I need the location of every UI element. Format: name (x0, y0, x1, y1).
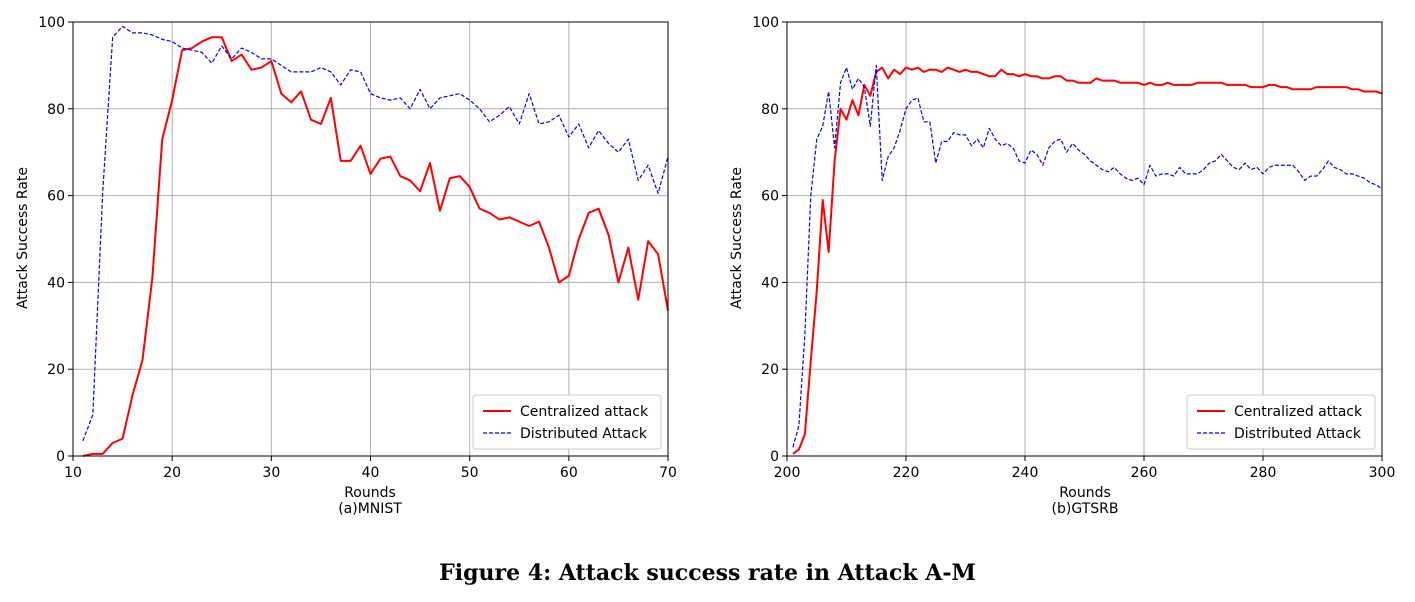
chart-mnist-subtitle: (a)MNIST (338, 501, 402, 517)
y-tick-label: 40 (761, 275, 779, 291)
legend: Centralized attack Distributed Attack (1186, 394, 1376, 450)
x-tick-label: 40 (362, 465, 380, 481)
x-tick-label: 50 (461, 465, 479, 481)
y-tick-label: 60 (761, 189, 779, 205)
y-tick-label: 100 (38, 15, 65, 31)
y-tick-label: 100 (752, 15, 779, 31)
series-line-centralized (82, 36, 669, 457)
chart-mnist: Rounds (a)MNIST Attack Success Rate 10 20… (15, 15, 677, 517)
legend-label-distributed: Distributed Attack (1234, 426, 1362, 442)
figure-caption: Figure 4: Attack success rate in Attack … (439, 560, 976, 586)
y-tick-label: 60 (47, 189, 65, 205)
chart-mnist-xlabel: Rounds (344, 485, 396, 501)
legend-label-distributed: Distributed Attack (520, 426, 648, 442)
legend-box (1186, 394, 1376, 450)
series-line-distributed (82, 25, 669, 442)
chart-gtsrb-ylabel: Attack Success Rate (729, 167, 745, 309)
y-tick-label: 80 (761, 102, 779, 118)
x-tick-label: 300 (1369, 465, 1396, 481)
x-tick-label: 30 (262, 465, 280, 481)
figure-canvas: Rounds (a)MNIST Attack Success Rate 10 20… (15, 15, 1395, 517)
y-tick-label: 0 (770, 449, 779, 465)
x-tick-label: 10 (64, 465, 82, 481)
plot-frame (786, 21, 1383, 457)
x-tick-label: 220 (893, 465, 920, 481)
chart-mnist-ylabel: Attack Success Rate (15, 167, 31, 309)
x-tick-label: 70 (659, 465, 677, 481)
legend-box (472, 394, 662, 450)
series-line-centralized (792, 66, 1383, 455)
y-tick-label: 20 (47, 362, 65, 378)
x-tick-label: 240 (1012, 465, 1039, 481)
x-tick-label: 60 (560, 465, 578, 481)
series-line-distributed (792, 64, 1383, 448)
legend-label-centralized: Centralized attack (520, 404, 649, 420)
y-tick-label: 20 (761, 362, 779, 378)
legend-label-centralized: Centralized attack (1234, 404, 1363, 420)
y-tick-label: 0 (56, 449, 65, 465)
legend: Centralized attack Distributed Attack (472, 394, 662, 450)
x-tick-label: 280 (1250, 465, 1277, 481)
chart-gtsrb-xlabel: Rounds (1059, 485, 1111, 501)
x-tick-label: 260 (1131, 465, 1158, 481)
x-tick-label: 20 (163, 465, 181, 481)
y-tick-label: 80 (47, 102, 65, 118)
chart-gtsrb-subtitle: (b)GTSRB (1052, 501, 1119, 517)
y-tick-label: 40 (47, 275, 65, 291)
x-tick-label: 200 (774, 465, 801, 481)
chart-gtsrb: Rounds (b)GTSRB Attack Success Rate 200 2… (729, 15, 1395, 517)
